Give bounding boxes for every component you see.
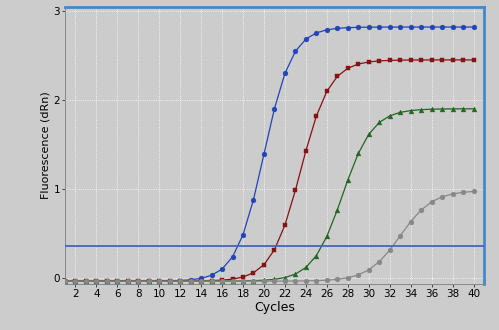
Y-axis label: Fluorescence (dRn): Fluorescence (dRn): [40, 91, 50, 199]
X-axis label: Cycles: Cycles: [254, 301, 295, 314]
